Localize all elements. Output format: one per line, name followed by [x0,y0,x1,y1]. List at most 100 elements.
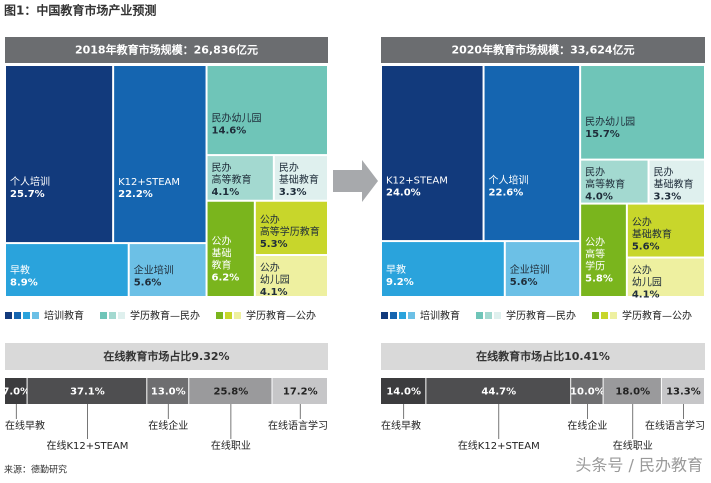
cell-label: 基础教育 [654,178,694,191]
legend-label: 学历教育—民办 [130,309,200,322]
cell-label: 企业培训 [510,263,550,276]
category-label: 在线职业 [211,439,251,452]
legend-swatch [485,312,492,319]
arrow [333,160,378,202]
legend-swatch [118,312,125,319]
bar-segment [272,378,327,404]
treemap-cell [129,244,206,296]
legend-swatch [399,312,406,319]
cell-label: 公办 [585,235,605,248]
cell-value-label: 9.2% [386,277,414,288]
legend-swatch [476,312,483,319]
cell-label: 个人培训 [489,173,529,186]
cell-value-label: 5.3% [260,239,288,250]
bar-value-label: 17.2% [283,387,318,398]
bar-segment [27,378,147,404]
treemap-cell [484,66,580,241]
cell-label: K12+STEAM [386,175,448,186]
cell-label: 民办幼儿园 [212,112,262,125]
category-label: 在线早教 [381,419,421,432]
cell-value-label: 4.0% [585,192,613,203]
header-bar [381,37,705,63]
bar-value-label: 13.3% [666,387,701,398]
bar-segment [381,378,426,404]
treemap-cell [6,66,113,243]
bar-value-label: 14.0% [386,387,421,398]
category-label: 在线语言学习 [645,419,705,432]
treemap-cell [581,66,704,159]
legend-swatch [216,312,223,319]
cell-label: K12+STEAM [118,177,180,188]
cell-value-label: 4.1% [260,287,288,298]
treemap-cell [255,201,327,255]
category-label: 在线语言学习 [268,419,328,432]
legend-swatch [14,312,21,319]
category-label: 在线企业 [567,419,607,432]
bar-segment [571,378,603,404]
chart-title: 在线教育市场占比9.32% [103,349,229,363]
source: 来源：德勤研究 [4,464,67,476]
category-label: 在线企业 [148,419,188,432]
treemap-cell [114,66,206,243]
cell-label: 高等 [585,247,605,260]
cell-value-label: 6.2% [212,272,240,283]
bar-segment [5,378,27,404]
treemap-cell [382,242,504,296]
bar-value-label: 44.7% [481,387,516,398]
header-bar [5,37,328,63]
legend-swatch [408,312,415,319]
legend-swatch [390,312,397,319]
bar-value-label: 10.0% [570,387,605,398]
cell-label: 高等教育 [212,173,252,186]
cell-label: 公办 [632,216,652,229]
cell-label: 教育 [212,258,232,271]
cell-label: 基础教育 [279,173,319,186]
cell-label: 幼儿园 [632,276,662,289]
bar-value-label: 25.8% [214,387,249,398]
cell-value-label: 15.7% [585,129,620,140]
treemap-cell [382,66,483,241]
cell-label: 民办 [654,166,674,179]
treemap-cell [6,244,128,296]
legend-swatch [592,312,599,319]
cell-value-label: 8.9% [10,278,38,289]
cell-label: 基础教育 [632,228,672,241]
treemap-cell [274,156,327,200]
legend-swatch [5,312,12,319]
legend-swatch [610,312,617,319]
chart-title: 在线教育市场占比10.41% [476,349,610,363]
treemap-cell [649,160,704,203]
subtitle-bar [5,343,328,370]
bar-segment [147,378,189,404]
legend-label: 学历教育—公办 [622,309,692,322]
treemap-cell [207,156,273,200]
legend-label: 学历教育—公办 [246,309,316,322]
cell-value-label: 5.6% [632,242,660,253]
cell-label: 公办 [260,213,280,226]
cell-value-label: 3.3% [279,187,307,198]
bar-value-label: 18.0% [615,387,650,398]
cell-label: 企业培训 [134,264,174,277]
chart-title: 2018年教育市场规模：26,836亿元 [75,43,258,57]
cell-label: 学历 [585,259,605,272]
legend-swatch [225,312,232,319]
bar-segment [189,378,272,404]
cell-value-label: 25.7% [10,189,45,200]
category-label: 在线早教 [5,419,45,432]
treemap-cell [207,66,327,155]
legend-swatch [234,312,241,319]
legend-label: 培训教育 [44,309,84,322]
cell-value-label: 3.3% [654,192,682,203]
cell-value-label: 4.1% [212,187,240,198]
legend-swatch [494,312,501,319]
cell-label: 公办 [212,234,232,247]
treemap-cell [505,242,580,296]
watermark: 头条号 / 民办教育 [575,456,703,475]
cell-value-label: 22.2% [118,189,153,200]
cell-label: 高等教育 [585,178,625,191]
treemap-cell [581,160,648,203]
cell-label: 民办 [212,161,232,174]
cell-value-label: 5.6% [134,278,162,289]
